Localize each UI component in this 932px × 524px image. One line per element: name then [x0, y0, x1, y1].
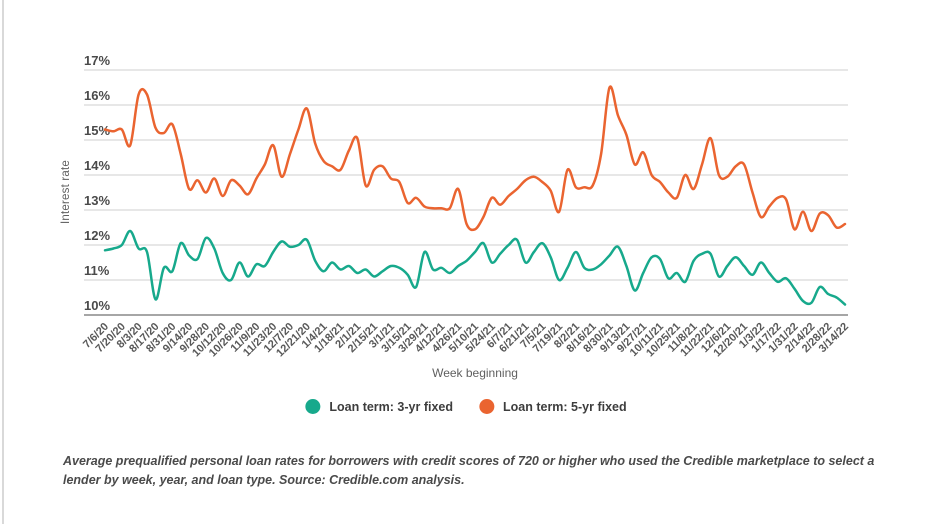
legend-label-3yr-fixed: Loan term: 3-yr fixed	[329, 399, 453, 414]
y-tick-label: 16%	[84, 88, 110, 103]
legend-label-5yr-fixed: Loan term: 5-yr fixed	[503, 399, 627, 414]
y-tick-label: 12%	[84, 228, 110, 243]
legend-item-3yr-fixed: Loan term: 3-yr fixed	[305, 399, 453, 414]
chart-caption: Average prequalified personal loan rates…	[63, 454, 875, 488]
y-tick-label: 14%	[84, 158, 110, 173]
y-tick-label: 10%	[84, 298, 110, 313]
legend-dot-3yr-fixed-icon	[305, 399, 321, 414]
y-tick-label: 15%	[84, 123, 110, 138]
y-tick-label: 11%	[84, 263, 110, 278]
legend-dot-5yr-fixed-icon	[479, 399, 494, 414]
y-axis-title: Interest rate	[60, 160, 72, 224]
line-3yr-fixed	[103, 229, 847, 306]
y-tick-label: 13%	[84, 193, 110, 208]
x-axis-title: Week beginning	[432, 366, 518, 380]
y-axis-tick-labels: 17% 16% 15% 14% 13% 12% 11% 10%	[84, 53, 110, 313]
left-edge-line	[2, 0, 4, 524]
legend-item-5yr-fixed: Loan term: 5-yr fixed	[479, 399, 627, 414]
x-axis-tick-labels: 7/6/207/20/208/3/208/17/208/31/209/14/20…	[81, 321, 851, 360]
y-tick-label: 17%	[84, 53, 110, 68]
legend: Loan term: 3-yr fixed Loan term: 5-yr fi…	[305, 399, 627, 414]
line-5yr-fixed	[103, 85, 847, 233]
gridlines	[84, 69, 848, 316]
